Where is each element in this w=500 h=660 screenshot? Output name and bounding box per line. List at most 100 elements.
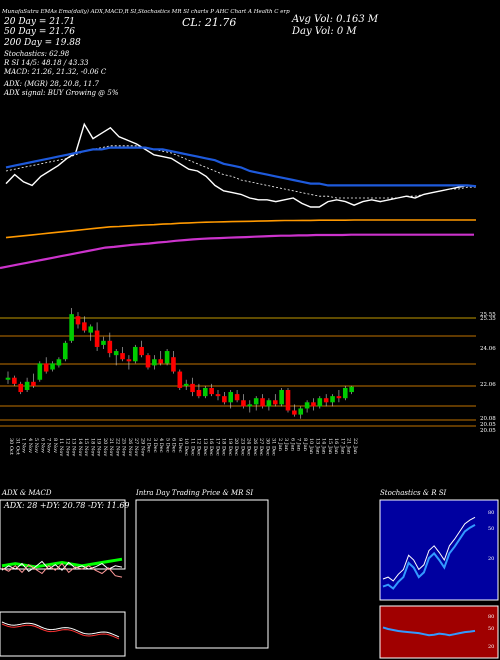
date-label: 30 Oct [8, 438, 14, 455]
price-axis-label: 24.06 [480, 346, 496, 352]
date-label: 1 Nov [21, 438, 27, 453]
date-label: 17 Jan [339, 438, 345, 455]
price-axis-label: 20.05 [480, 422, 496, 428]
date-label: 3 Jan [283, 438, 289, 452]
date-label: 27 Dec [258, 438, 264, 456]
rsi-tick: 80 [488, 614, 494, 620]
date-label: 14 Jan [321, 438, 327, 455]
date-label: 15 Nov [83, 438, 89, 456]
date-label: 21 Jan [346, 438, 352, 455]
date-label: 26 Nov [127, 438, 133, 456]
date-label: 7 Nov [46, 438, 52, 453]
date-label: 19 Nov [96, 438, 102, 456]
candle-body [126, 359, 132, 362]
candle-body [253, 398, 259, 405]
rsi-box [379, 605, 499, 659]
candle-body [177, 371, 183, 388]
intraday-box [135, 499, 269, 649]
candle-body [94, 330, 100, 347]
candle-body [222, 396, 227, 403]
adx-box [0, 499, 126, 570]
candle-body [62, 342, 68, 360]
price-axis-label: 20.05 [480, 428, 496, 434]
candle-body [75, 316, 81, 325]
stoch-tick: 50 [488, 526, 494, 532]
date-label: 20 Dec [233, 438, 239, 456]
candle-body [304, 402, 310, 409]
date-label: 6 Dec [171, 438, 177, 453]
candle-body [31, 381, 36, 386]
candle-body [317, 398, 323, 407]
stochastics-signal-line [382, 524, 476, 590]
rsi-line [382, 626, 476, 637]
candle-body [12, 377, 17, 384]
date-label: 15 Jan [327, 438, 333, 455]
date-label: 4 Nov [27, 438, 33, 453]
stoch-tick: 20 [488, 556, 494, 562]
adx-series-adx [1, 557, 123, 569]
avg-volume-label: Avg Vol: 0.163 M [292, 14, 379, 25]
macd-line [1, 621, 120, 638]
candle-body [330, 396, 335, 403]
candle-body [260, 398, 265, 407]
candle-body [56, 359, 62, 366]
intraday-panel-title: Intra Day Trading Price & MR SI [136, 489, 254, 497]
price-line [5, 122, 477, 208]
date-label: 31 Dec [271, 438, 277, 456]
candle-body [202, 387, 208, 397]
date-label: 3 Dec [152, 438, 158, 453]
adx-series-dy [1, 562, 123, 578]
candle-body [145, 355, 151, 368]
date-label: 23 Dec [239, 438, 245, 456]
rsi-tick: 20 [488, 644, 494, 650]
candle-body [5, 377, 11, 380]
candle-body [336, 396, 342, 399]
date-label: 12 Dec [196, 438, 202, 456]
adx-signal: ADX signal: BUY Growing @ 5% [4, 89, 119, 97]
candle-body [113, 351, 119, 356]
candle-body [101, 340, 106, 345]
candle-body [120, 353, 125, 360]
date-label: 12 Nov [64, 438, 70, 456]
date-label: 18 Nov [89, 438, 95, 456]
date-label: 16 Jan [333, 438, 339, 455]
date-label: 22 Jan [352, 438, 358, 455]
candle-body [24, 381, 30, 390]
date-label: 19 Dec [227, 438, 233, 456]
candle-body [152, 359, 157, 366]
date-label: 30 Dec [264, 438, 270, 456]
date-label: 10 Dec [183, 438, 189, 456]
price-axis-label: 22.06 [480, 382, 496, 388]
ema50-label: 50 Day = 21.76 [4, 27, 76, 37]
long-term-ema-line [0, 233, 474, 270]
date-label: 18 Dec [221, 438, 227, 456]
date-label: 6 Nov [39, 438, 45, 453]
date-label: 11 Nov [58, 438, 64, 456]
price-axis-label: 20.08 [480, 416, 496, 422]
candle-body [171, 357, 176, 372]
date-label: 20 Nov [102, 438, 108, 456]
candle-body [88, 326, 94, 333]
date-label: 25 Nov [121, 438, 127, 456]
date-label: 31 Oct [14, 438, 20, 455]
candle-body [349, 386, 354, 393]
date-label: 7 Jan [296, 438, 302, 452]
date-label: 8 Jan [302, 438, 308, 452]
date-label: 26 Dec [252, 438, 258, 456]
date-label: 21 Nov [108, 438, 114, 456]
ema20-label: 20 Day = 21.71 [4, 17, 76, 27]
candle-body [139, 346, 144, 356]
candle-body [272, 400, 278, 405]
date-label: 13 Dec [202, 438, 208, 456]
candle-body [196, 390, 202, 397]
date-label: 2 Dec [146, 438, 152, 453]
candle-body [298, 408, 304, 415]
adx-series-dy [1, 560, 123, 572]
candle-body [311, 402, 316, 407]
candle-body [241, 400, 246, 407]
candle-body [132, 346, 138, 362]
stochastics-readout: Stochastics: 62.98 [4, 50, 70, 58]
candle-body [164, 351, 170, 364]
candle-body [183, 383, 189, 386]
